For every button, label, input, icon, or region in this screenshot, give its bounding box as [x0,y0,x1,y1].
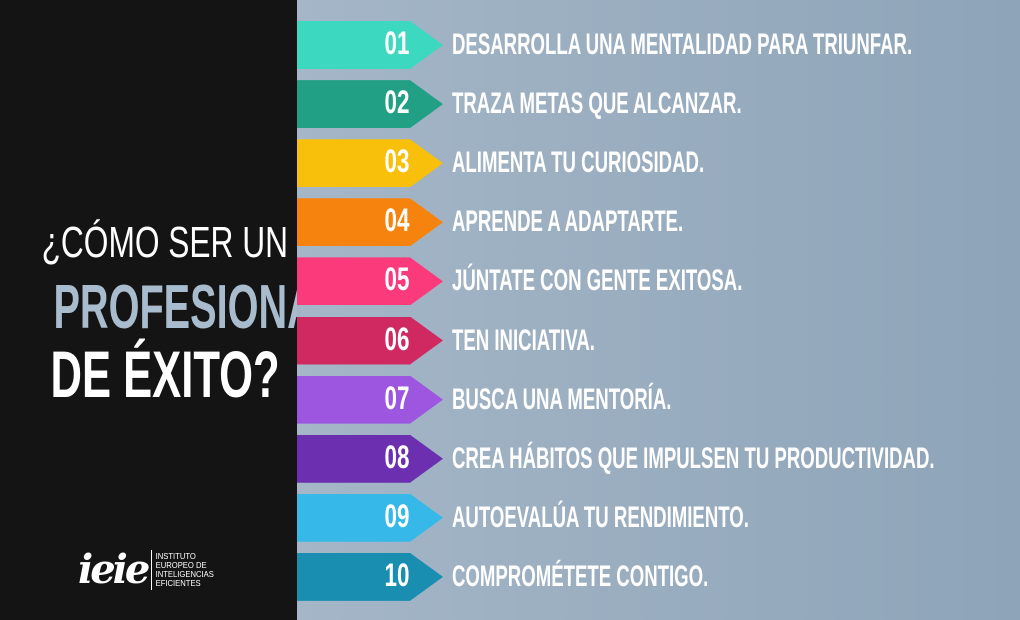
item-label: BUSCA UNA MENTORÍA. [452,382,672,416]
list-item: 09 AUTOEVALÚA TU RENDIMIENTO. [297,493,997,542]
logo-text-line: EFICIENTES [155,578,201,588]
list-item: 05 JÚNTATE CON GENTE EXITOSA. [297,257,997,306]
item-label: COMPROMÉTETE CONTIGO. [452,559,709,593]
logo-text-line: INTELIGENCIAS [155,569,215,579]
arrow-badge [297,21,443,69]
item-label: TEN INICIATIVA. [452,323,595,357]
list-item: 04 APRENDE A ADAPTARTE. [297,198,997,247]
logo-mark: ieie [78,550,153,590]
left-panel: ¿CÓMO SER UN PROFESIONAL DE ÉXITO? ieie … [0,0,341,620]
title-line-1: ¿CÓMO SER UN [41,218,288,267]
logo-text-line: INSTITUTO [155,551,197,561]
list-item: 01 DESARROLLA UNA MENTALIDAD PARA TRIUNF… [297,21,997,69]
logo-text: INSTITUTO EUROPEO DE INTELIGENCIAS EFICI… [152,552,214,588]
item-number: 08 [384,438,410,475]
title-line-3: DE ÉXITO? [50,337,280,411]
arrow-badge [297,552,443,601]
arrow-badge [297,316,443,365]
item-number: 04 [384,202,410,239]
list-item: 10 COMPROMÉTETE CONTIGO. [297,552,997,601]
item-number: 03 [384,143,410,180]
item-label: CREA HÁBITOS QUE IMPULSEN TU PRODUCTIVID… [452,441,935,475]
list-item: 06 TEN INICIATIVA. [297,316,997,365]
item-number: 07 [384,379,410,416]
logo: ieie INSTITUTO EUROPEO DE INTELIGENCIAS … [78,550,221,590]
item-label: TRAZA METAS QUE ALCANZAR. [452,87,742,121]
item-number: 09 [384,497,410,534]
list-item: 07 BUSCA UNA MENTORÍA. [297,375,997,424]
item-label: ALIMENTA TU CURIOSIDAD. [452,146,705,180]
item-number: 01 [384,25,410,61]
item-label: JÚNTATE CON GENTE EXITOSA. [452,264,743,298]
arrow-badge [297,375,443,424]
logo-text-line: EUROPEO DE [155,560,207,570]
list-item: 08 CREA HÁBITOS QUE IMPULSEN TU PRODUCTI… [297,434,997,483]
arrow-badge [297,493,443,542]
list-item: 02 TRAZA METAS QUE ALCANZAR. [297,80,997,129]
item-number: 10 [384,556,410,593]
arrow-badge [297,80,443,129]
arrow-badge [297,198,443,247]
item-label: APRENDE A ADAPTARTE. [452,205,684,239]
item-number: 06 [384,320,410,357]
arrow-badge [297,257,443,306]
arrow-badge [297,434,443,483]
item-label: DESARROLLA UNA MENTALIDAD PARA TRIUNFAR. [452,28,913,61]
list-item: 03 ALIMENTA TU CURIOSIDAD. [297,139,997,188]
item-number: 05 [384,261,410,298]
item-number: 02 [384,84,410,121]
title-line-2: PROFESIONAL [53,273,341,342]
item-label: AUTOEVALÚA TU RENDIMIENTO. [452,500,749,534]
arrow-badge [297,139,443,188]
